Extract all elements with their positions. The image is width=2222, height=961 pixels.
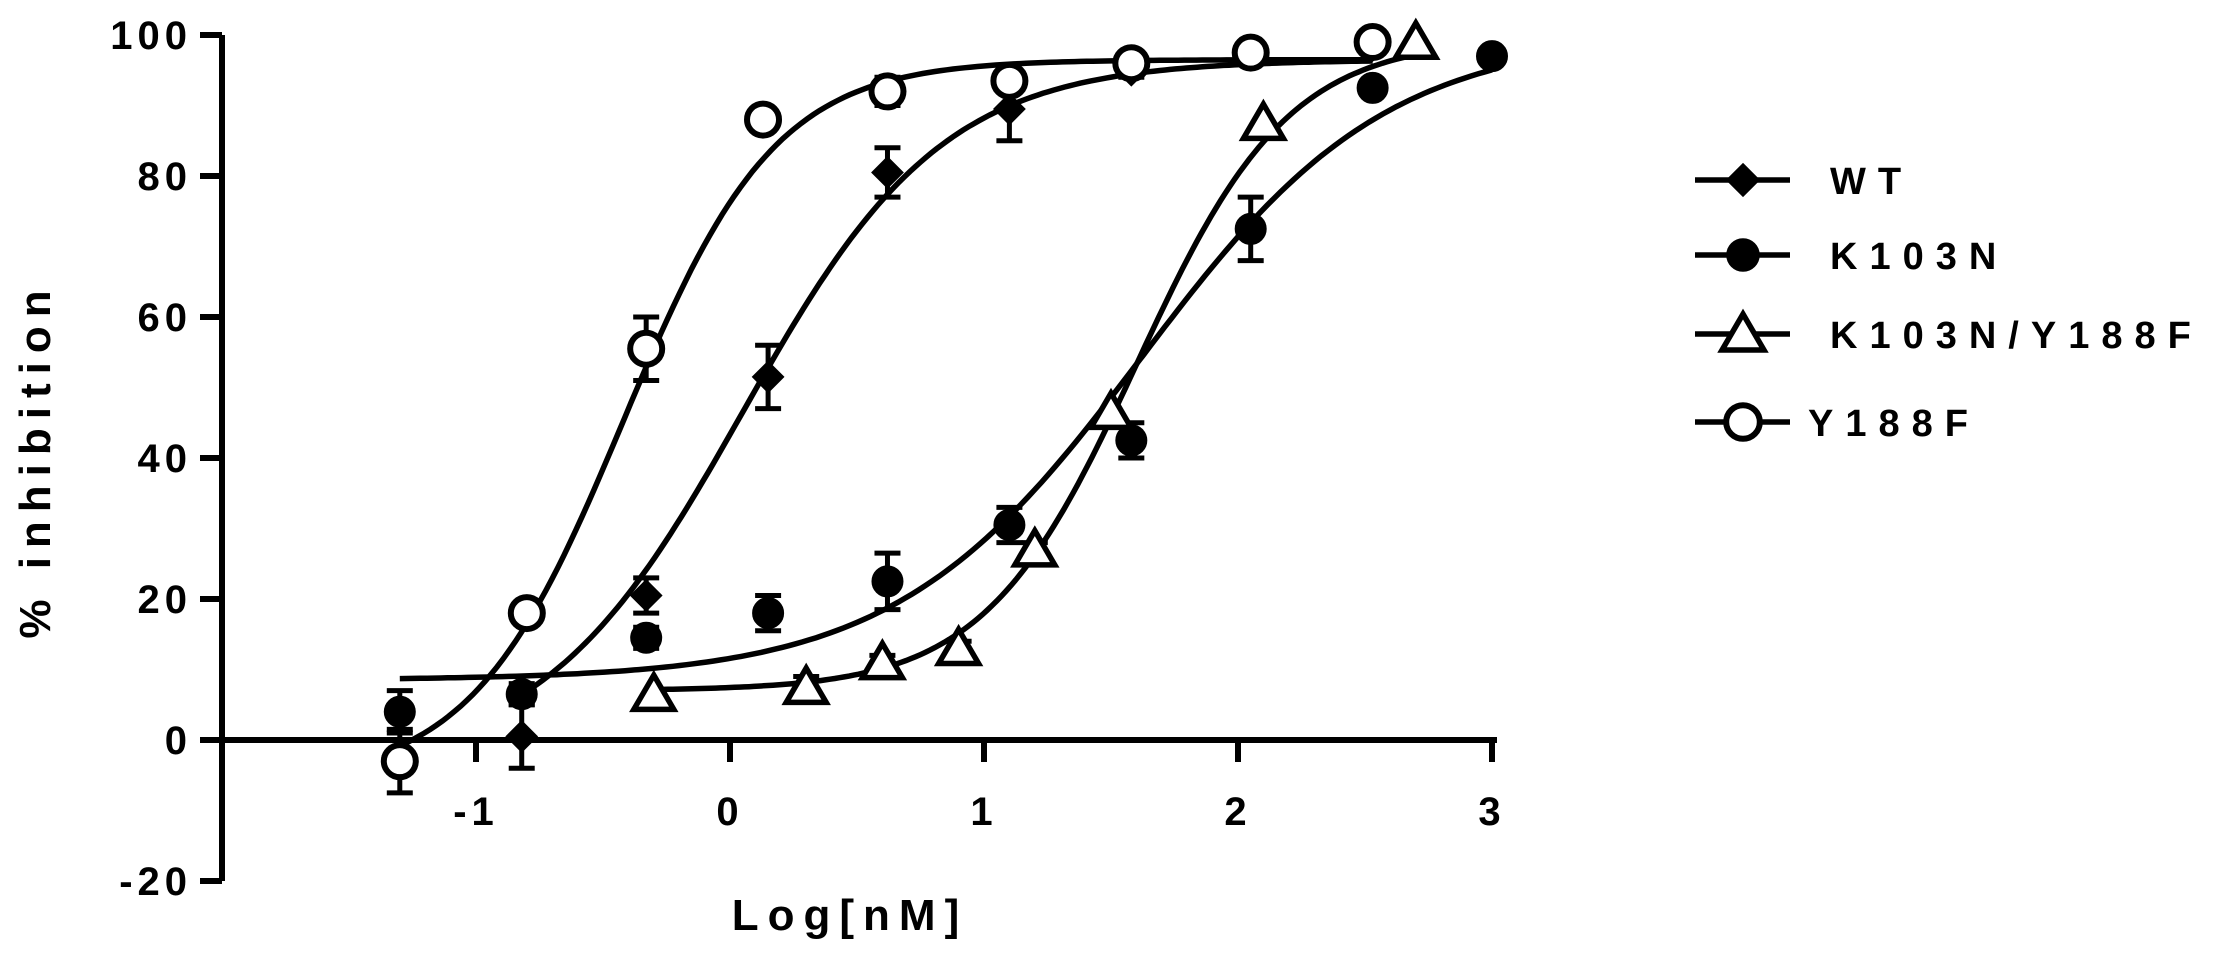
data-point — [1353, 23, 1392, 62]
data-point — [1238, 98, 1289, 142]
data-point — [992, 92, 1026, 126]
legend-label: K103N — [1830, 236, 2008, 278]
data-point — [505, 720, 539, 753]
axes: -20 0 20 40 60 80 100 -1 0 1 2 3 Log[nM] % inhibition — [11, 14, 1505, 940]
data-point — [1356, 71, 1389, 104]
y-tick-label: 80 — [138, 155, 193, 199]
data-point — [933, 623, 984, 667]
y-axis-title: % inhibition — [11, 281, 60, 638]
x-tick-label: 1 — [970, 790, 997, 834]
y-tick-label: 100 — [110, 14, 192, 58]
data-point — [1112, 44, 1151, 83]
data-point — [383, 695, 416, 728]
x-tick-label: 0 — [716, 790, 743, 834]
legend-label: WT — [1830, 161, 1913, 203]
data-point — [629, 669, 679, 713]
y-tick-label: -20 — [119, 860, 192, 904]
data-point — [752, 597, 785, 630]
fit-curve-k103n — [399, 67, 1493, 682]
data-point — [380, 742, 419, 781]
data-point — [857, 637, 908, 681]
x-tick-label: -1 — [453, 790, 499, 834]
data-point — [1476, 40, 1508, 73]
legend-marker — [1726, 238, 1760, 272]
data-point — [990, 61, 1029, 100]
data-point — [868, 72, 907, 111]
y-tick-label: 60 — [138, 296, 193, 340]
y-tick-label: 20 — [138, 578, 193, 622]
x-axis-title: Log[nM] — [732, 891, 968, 940]
data-point — [505, 678, 538, 711]
data-point — [1086, 387, 1136, 431]
data-points — [380, 17, 1508, 781]
y-tick-label: 40 — [138, 437, 193, 481]
data-point — [1231, 33, 1270, 72]
legend: WT K103N K103N/Y188F Y188F — [1695, 161, 2203, 445]
legend-marker — [1723, 402, 1763, 442]
data-point — [871, 565, 904, 598]
data-point — [1391, 17, 1441, 60]
data-point — [751, 360, 785, 394]
data-point — [744, 100, 783, 139]
data-point — [507, 594, 546, 633]
y-tick-label: 0 — [165, 719, 192, 763]
data-point — [629, 579, 663, 612]
data-point — [1234, 212, 1267, 245]
legend-label: K103N/Y188F — [1830, 315, 2203, 357]
fit-curve-wt — [520, 58, 1373, 697]
data-point — [630, 621, 663, 654]
legend-label: Y188F — [1808, 403, 1980, 445]
legend-marker — [1725, 162, 1761, 198]
x-tick-label: 2 — [1224, 790, 1251, 834]
data-point — [781, 662, 831, 706]
data-point — [627, 329, 666, 368]
data-point — [1010, 525, 1060, 568]
x-tick-label: 3 — [1478, 790, 1505, 834]
data-point — [993, 508, 1026, 541]
data-point — [871, 156, 904, 189]
legend-marker — [1717, 308, 1769, 353]
